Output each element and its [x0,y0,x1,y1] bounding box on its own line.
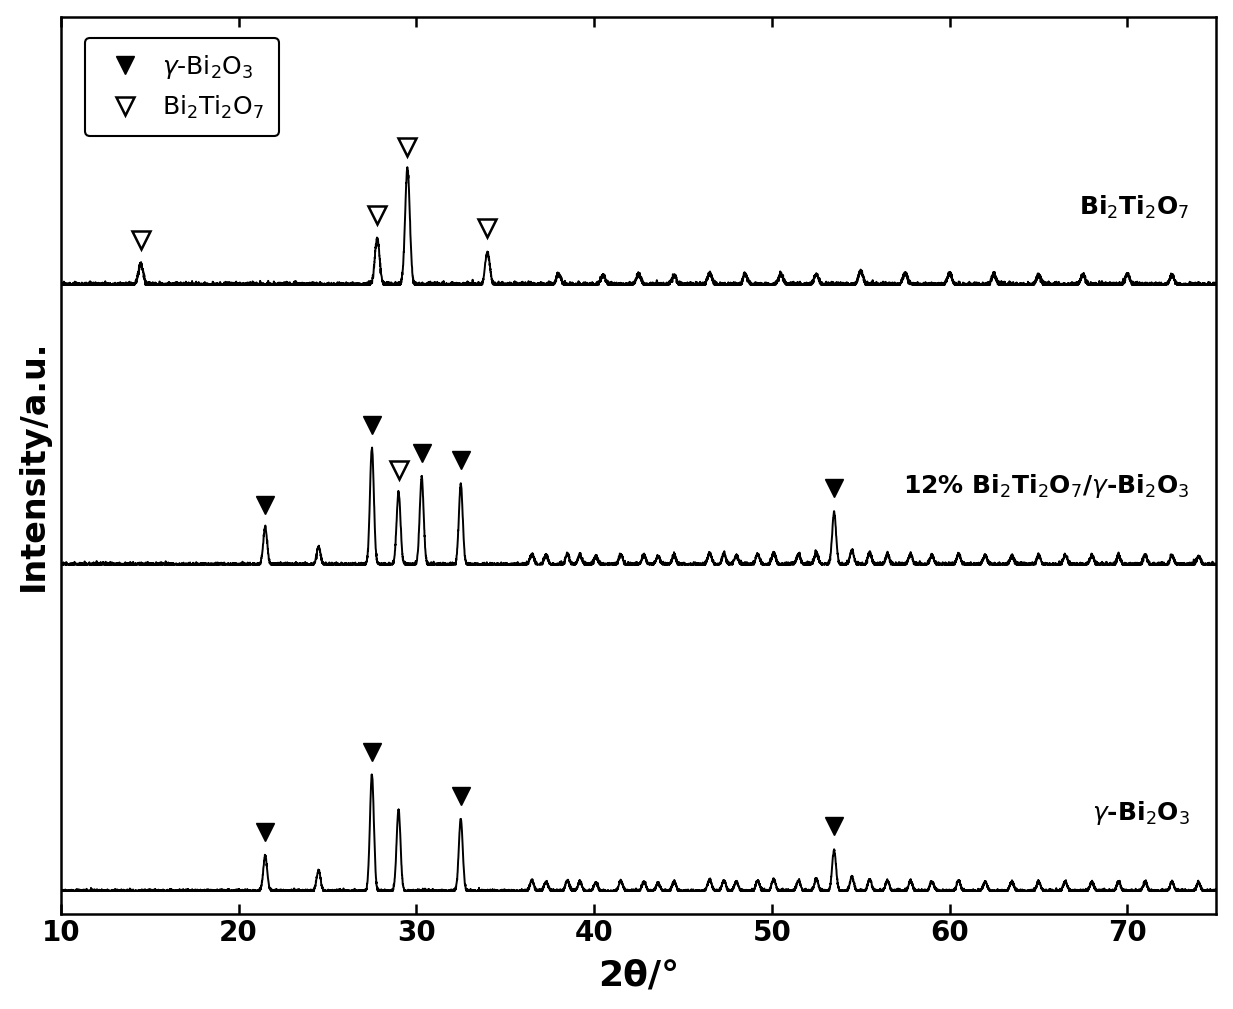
Y-axis label: Intensity/a.u.: Intensity/a.u. [17,340,49,591]
Text: Bi$_2$Ti$_2$O$_7$: Bi$_2$Ti$_2$O$_7$ [1079,194,1190,221]
Text: $\gamma$-Bi$_2$O$_3$: $\gamma$-Bi$_2$O$_3$ [1091,799,1190,827]
Legend: $\gamma$-Bi$_2$O$_3$, Bi$_2$Ti$_2$O$_7$: $\gamma$-Bi$_2$O$_3$, Bi$_2$Ti$_2$O$_7$ [85,38,280,136]
Text: 12% Bi$_2$Ti$_2$O$_7$/$\gamma$-Bi$_2$O$_3$: 12% Bi$_2$Ti$_2$O$_7$/$\gamma$-Bi$_2$O$_… [903,472,1190,500]
X-axis label: 2θ/°: 2θ/° [598,959,679,992]
